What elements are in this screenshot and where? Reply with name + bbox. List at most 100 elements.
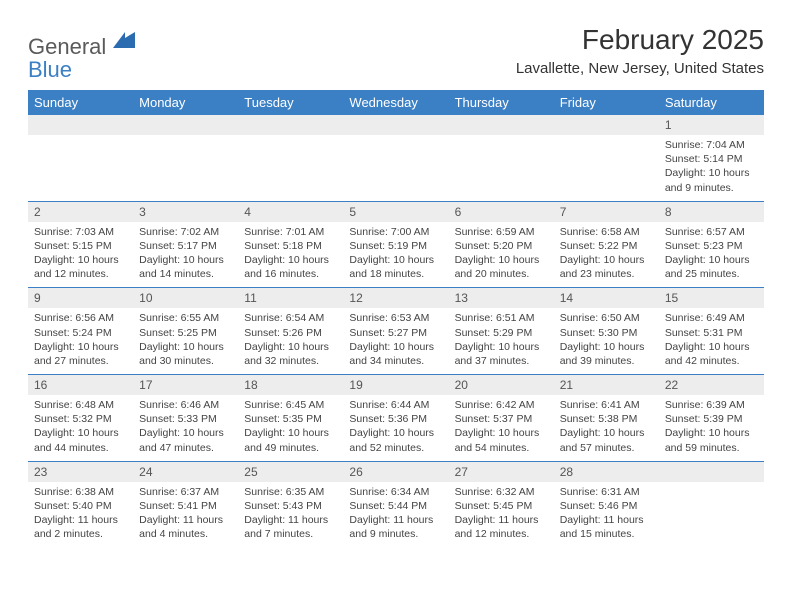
day-header-friday: Friday <box>554 90 659 115</box>
day-number: 21 <box>554 375 659 395</box>
title-block: February 2025 Lavallette, New Jersey, Un… <box>516 24 764 77</box>
day-number: 2 <box>28 202 133 222</box>
day-cell: 26Sunrise: 6:34 AMSunset: 5:44 PMDayligh… <box>343 462 448 548</box>
day-number: 22 <box>659 375 764 395</box>
empty-cell <box>238 115 343 201</box>
day-number: 5 <box>343 202 448 222</box>
week-row: 9Sunrise: 6:56 AMSunset: 5:24 PMDaylight… <box>28 288 764 375</box>
day-info: Sunrise: 6:58 AMSunset: 5:22 PMDaylight:… <box>554 222 659 288</box>
day-info: Sunrise: 6:51 AMSunset: 5:29 PMDaylight:… <box>449 308 554 374</box>
day-number: 1 <box>659 115 764 135</box>
day-number: 25 <box>238 462 343 482</box>
day-info: Sunrise: 6:44 AMSunset: 5:36 PMDaylight:… <box>343 395 448 461</box>
day-info: Sunrise: 6:56 AMSunset: 5:24 PMDaylight:… <box>28 308 133 374</box>
day-info: Sunrise: 6:34 AMSunset: 5:44 PMDaylight:… <box>343 482 448 548</box>
day-info: Sunrise: 6:41 AMSunset: 5:38 PMDaylight:… <box>554 395 659 461</box>
day-cell: 9Sunrise: 6:56 AMSunset: 5:24 PMDaylight… <box>28 288 133 374</box>
day-info: Sunrise: 7:02 AMSunset: 5:17 PMDaylight:… <box>133 222 238 288</box>
day-info: Sunrise: 6:48 AMSunset: 5:32 PMDaylight:… <box>28 395 133 461</box>
day-number: 15 <box>659 288 764 308</box>
day-number: 14 <box>554 288 659 308</box>
day-number: 11 <box>238 288 343 308</box>
day-cell: 19Sunrise: 6:44 AMSunset: 5:36 PMDayligh… <box>343 375 448 461</box>
day-number: 26 <box>343 462 448 482</box>
day-info: Sunrise: 6:57 AMSunset: 5:23 PMDaylight:… <box>659 222 764 288</box>
day-number <box>133 115 238 135</box>
day-cell: 1Sunrise: 7:04 AMSunset: 5:14 PMDaylight… <box>659 115 764 201</box>
day-info: Sunrise: 6:38 AMSunset: 5:40 PMDaylight:… <box>28 482 133 548</box>
day-info: Sunrise: 6:50 AMSunset: 5:30 PMDaylight:… <box>554 308 659 374</box>
day-number: 3 <box>133 202 238 222</box>
flag-icon <box>113 32 135 48</box>
day-info: Sunrise: 6:55 AMSunset: 5:25 PMDaylight:… <box>133 308 238 374</box>
day-number <box>554 115 659 135</box>
day-header-monday: Monday <box>133 90 238 115</box>
day-info: Sunrise: 7:04 AMSunset: 5:14 PMDaylight:… <box>659 135 764 201</box>
day-number: 24 <box>133 462 238 482</box>
day-info: Sunrise: 6:35 AMSunset: 5:43 PMDaylight:… <box>238 482 343 548</box>
week-row: 1Sunrise: 7:04 AMSunset: 5:14 PMDaylight… <box>28 115 764 202</box>
day-header-wednesday: Wednesday <box>343 90 448 115</box>
header: General Blue February 2025 Lavallette, N… <box>28 24 764 82</box>
day-number: 23 <box>28 462 133 482</box>
day-cell: 20Sunrise: 6:42 AMSunset: 5:37 PMDayligh… <box>449 375 554 461</box>
day-cell: 11Sunrise: 6:54 AMSunset: 5:26 PMDayligh… <box>238 288 343 374</box>
week-row: 2Sunrise: 7:03 AMSunset: 5:15 PMDaylight… <box>28 202 764 289</box>
day-number: 9 <box>28 288 133 308</box>
day-info: Sunrise: 6:46 AMSunset: 5:33 PMDaylight:… <box>133 395 238 461</box>
day-info: Sunrise: 7:00 AMSunset: 5:19 PMDaylight:… <box>343 222 448 288</box>
day-number: 13 <box>449 288 554 308</box>
day-cell: 7Sunrise: 6:58 AMSunset: 5:22 PMDaylight… <box>554 202 659 288</box>
day-info: Sunrise: 6:31 AMSunset: 5:46 PMDaylight:… <box>554 482 659 548</box>
day-cell: 3Sunrise: 7:02 AMSunset: 5:17 PMDaylight… <box>133 202 238 288</box>
day-number: 7 <box>554 202 659 222</box>
day-cell: 10Sunrise: 6:55 AMSunset: 5:25 PMDayligh… <box>133 288 238 374</box>
empty-cell <box>133 115 238 201</box>
day-info: Sunrise: 6:53 AMSunset: 5:27 PMDaylight:… <box>343 308 448 374</box>
day-number: 10 <box>133 288 238 308</box>
day-cell: 27Sunrise: 6:32 AMSunset: 5:45 PMDayligh… <box>449 462 554 548</box>
day-info: Sunrise: 6:39 AMSunset: 5:39 PMDaylight:… <box>659 395 764 461</box>
day-info: Sunrise: 6:45 AMSunset: 5:35 PMDaylight:… <box>238 395 343 461</box>
empty-cell <box>28 115 133 201</box>
day-cell: 28Sunrise: 6:31 AMSunset: 5:46 PMDayligh… <box>554 462 659 548</box>
day-cell: 5Sunrise: 7:00 AMSunset: 5:19 PMDaylight… <box>343 202 448 288</box>
day-cell: 15Sunrise: 6:49 AMSunset: 5:31 PMDayligh… <box>659 288 764 374</box>
day-header-row: SundayMondayTuesdayWednesdayThursdayFrid… <box>28 90 764 115</box>
day-number: 12 <box>343 288 448 308</box>
day-cell: 23Sunrise: 6:38 AMSunset: 5:40 PMDayligh… <box>28 462 133 548</box>
day-cell: 6Sunrise: 6:59 AMSunset: 5:20 PMDaylight… <box>449 202 554 288</box>
day-number: 6 <box>449 202 554 222</box>
day-info: Sunrise: 7:01 AMSunset: 5:18 PMDaylight:… <box>238 222 343 288</box>
location-text: Lavallette, New Jersey, United States <box>516 60 764 77</box>
day-info: Sunrise: 6:49 AMSunset: 5:31 PMDaylight:… <box>659 308 764 374</box>
day-cell: 4Sunrise: 7:01 AMSunset: 5:18 PMDaylight… <box>238 202 343 288</box>
day-number: 4 <box>238 202 343 222</box>
logo-word2: Blue <box>28 57 72 82</box>
day-cell: 16Sunrise: 6:48 AMSunset: 5:32 PMDayligh… <box>28 375 133 461</box>
day-cell: 17Sunrise: 6:46 AMSunset: 5:33 PMDayligh… <box>133 375 238 461</box>
day-cell: 22Sunrise: 6:39 AMSunset: 5:39 PMDayligh… <box>659 375 764 461</box>
logo-text-block: General Blue <box>28 32 135 82</box>
week-row: 23Sunrise: 6:38 AMSunset: 5:40 PMDayligh… <box>28 462 764 548</box>
day-number: 20 <box>449 375 554 395</box>
empty-cell <box>554 115 659 201</box>
day-number <box>238 115 343 135</box>
day-number <box>659 462 764 482</box>
day-header-sunday: Sunday <box>28 90 133 115</box>
day-cell: 14Sunrise: 6:50 AMSunset: 5:30 PMDayligh… <box>554 288 659 374</box>
day-number: 27 <box>449 462 554 482</box>
day-header-saturday: Saturday <box>659 90 764 115</box>
day-cell: 24Sunrise: 6:37 AMSunset: 5:41 PMDayligh… <box>133 462 238 548</box>
empty-cell <box>659 462 764 548</box>
day-cell: 18Sunrise: 6:45 AMSunset: 5:35 PMDayligh… <box>238 375 343 461</box>
day-info: Sunrise: 6:42 AMSunset: 5:37 PMDaylight:… <box>449 395 554 461</box>
day-info: Sunrise: 6:37 AMSunset: 5:41 PMDaylight:… <box>133 482 238 548</box>
empty-cell <box>449 115 554 201</box>
day-cell: 2Sunrise: 7:03 AMSunset: 5:15 PMDaylight… <box>28 202 133 288</box>
day-number: 18 <box>238 375 343 395</box>
day-info: Sunrise: 6:32 AMSunset: 5:45 PMDaylight:… <box>449 482 554 548</box>
week-row: 16Sunrise: 6:48 AMSunset: 5:32 PMDayligh… <box>28 375 764 462</box>
day-number <box>28 115 133 135</box>
day-cell: 13Sunrise: 6:51 AMSunset: 5:29 PMDayligh… <box>449 288 554 374</box>
